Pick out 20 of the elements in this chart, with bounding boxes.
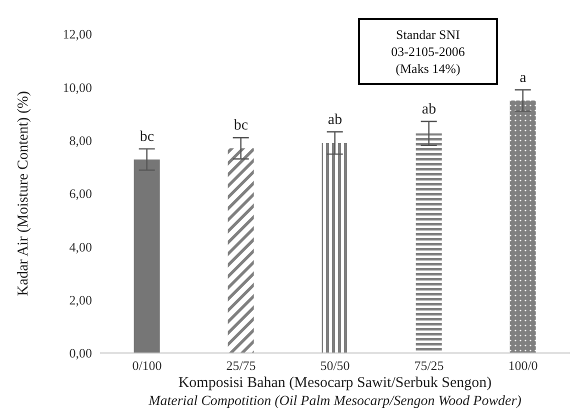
x-axis-title: Komposisi Bahan (Mesocarp Sawit/Serbuk Sengon) Material Compotition (Oil Palm Mesocarp/Sengon Wood Powder) xyxy=(148,375,522,409)
y-tick-label: 2,00 xyxy=(69,292,92,308)
annotation: bc xyxy=(234,118,248,134)
y-tick-label: 6,00 xyxy=(69,186,92,202)
annotation: ab xyxy=(422,101,436,118)
x-tick-label: 50/50 xyxy=(320,358,350,374)
standard-note-box: Standar SNI 03-2105-2006 (Maks 14%) xyxy=(358,18,498,85)
y-tick-label: 8,00 xyxy=(69,132,92,148)
y-axis-title: Kadar Air (Moisture Content) (%) xyxy=(15,91,32,296)
annotation: ab xyxy=(328,112,342,128)
y-tick-label: 12,00 xyxy=(62,26,92,42)
y-tick-label: 4,00 xyxy=(69,239,92,254)
x-tick-label: 0/100 xyxy=(132,358,162,374)
x-tick-label: 25/75 xyxy=(226,358,256,374)
y-tick-label: 10,00 xyxy=(62,80,92,95)
x-tick-label: 100/0 xyxy=(508,358,538,374)
x-tick-label: 75/25 xyxy=(414,358,444,374)
annotation: bc xyxy=(140,128,154,145)
y-tick-label: 0,00 xyxy=(69,346,92,361)
annotation: a xyxy=(520,70,527,86)
